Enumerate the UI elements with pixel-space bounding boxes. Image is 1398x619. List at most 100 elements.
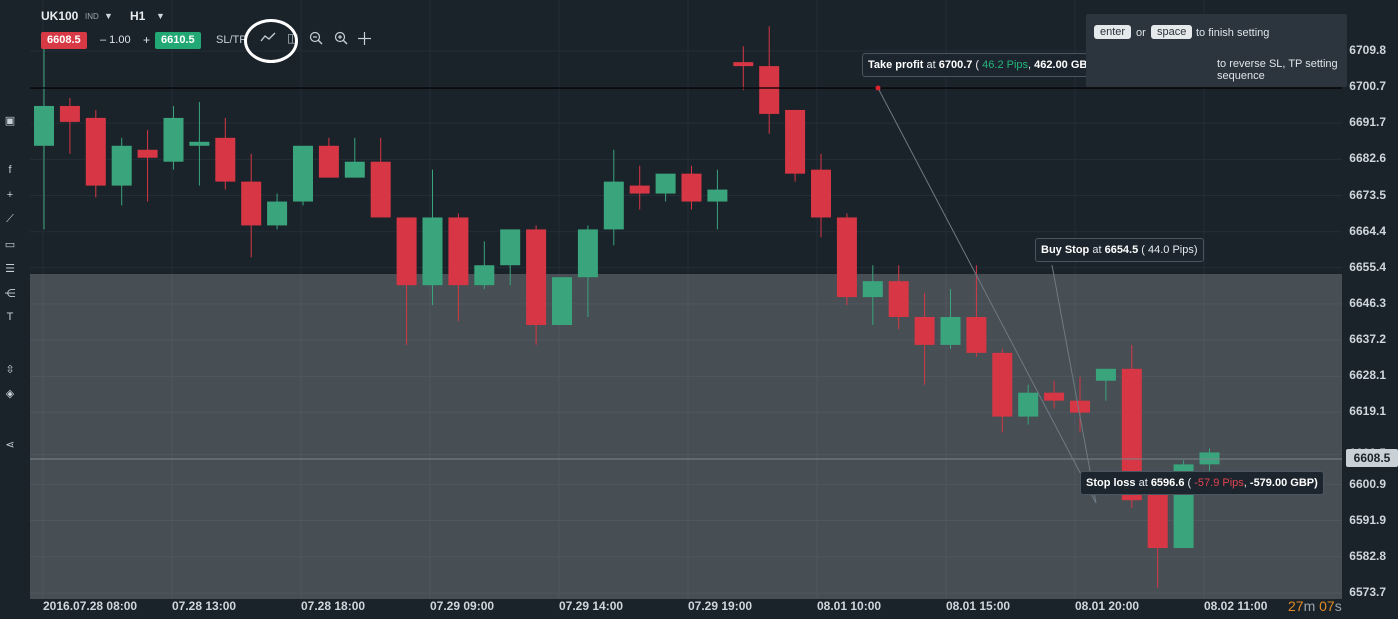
candle-up xyxy=(940,317,961,345)
countdown-seconds: 07 xyxy=(1319,598,1335,614)
candle-up xyxy=(344,161,365,178)
candles xyxy=(34,26,1220,588)
time-label: 07.28 18:00 xyxy=(301,599,366,613)
candle-down xyxy=(759,66,780,114)
candle-up xyxy=(1018,392,1039,417)
countdown-m: m xyxy=(1303,598,1316,614)
price-label: 6619.1 xyxy=(1349,404,1386,419)
time-label: 08.01 10:00 xyxy=(817,599,882,613)
sl-price: 6596.6 xyxy=(1150,477,1185,489)
candle-down xyxy=(836,217,857,298)
drawing-tools-sidebar: ▣ f + ⟋ ▭ ☰ ⋲ T ⇳ ◈ ⋖ xyxy=(0,110,20,470)
sl-label: Stop loss xyxy=(1086,477,1136,489)
candle-up xyxy=(707,189,728,202)
sl-gbp: -579.00 GBP) xyxy=(1249,477,1318,489)
buy-stop-tooltip[interactable]: Buy Stop at 6654.5 ( 44.0 Pips) xyxy=(1035,238,1204,262)
timeframe-label[interactable]: H1 xyxy=(130,9,146,23)
symbol-tag: IND xyxy=(85,12,99,21)
symbol-dropdown-icon[interactable]: ▼ xyxy=(104,11,113,21)
symbol-label[interactable]: UK100 xyxy=(41,9,79,23)
price-label: 6646.3 xyxy=(1349,295,1386,310)
candle-down xyxy=(1147,488,1168,548)
sltp-button[interactable]: SL/TP xyxy=(216,34,247,46)
grid-lines xyxy=(30,0,1342,599)
fibonacci-icon[interactable]: ☰ xyxy=(5,263,15,275)
candle-down xyxy=(629,185,650,194)
price-label: 6709.8 xyxy=(1349,43,1386,57)
function-icon[interactable]: f xyxy=(8,164,12,176)
candle-down xyxy=(733,62,754,67)
candle-down xyxy=(681,173,702,202)
candle-up xyxy=(552,277,572,325)
sell-price-button[interactable]: 6608.5 xyxy=(41,32,87,49)
price-label: 6691.7 xyxy=(1349,115,1386,130)
sltp-hint-panel: enter or space to finish setting to reve… xyxy=(1086,14,1347,87)
crosshair-icon[interactable]: + xyxy=(6,189,14,201)
space-key: space xyxy=(1151,25,1193,39)
candle-up xyxy=(474,265,495,286)
tp-price: 6700.7 xyxy=(938,59,973,71)
bs-label: Buy Stop xyxy=(1041,244,1090,256)
candle-up xyxy=(163,117,184,162)
zoom-in-icon[interactable] xyxy=(334,31,348,48)
tp-comma: , xyxy=(1028,59,1035,71)
timeframe-dropdown-icon[interactable]: ▼ xyxy=(156,11,165,21)
candle-down xyxy=(1121,368,1142,501)
layers-icon[interactable]: ◈ xyxy=(5,388,15,400)
candle-up xyxy=(111,145,132,186)
candle-down xyxy=(888,281,909,318)
candle-down xyxy=(241,181,262,226)
zoom-out-icon[interactable] xyxy=(309,31,323,48)
current-price-tag: 6608.5 xyxy=(1346,449,1398,467)
text-tool-icon[interactable]: T xyxy=(6,311,14,323)
tp-open: ( xyxy=(972,59,983,71)
sl-open: ( xyxy=(1184,477,1195,489)
candle-up xyxy=(267,201,288,226)
pan-move-icon[interactable] xyxy=(357,31,372,49)
tp-label: Take profit xyxy=(868,59,924,71)
price-axis[interactable]: 6709.8 6700.7 6691.7 6682.6 6673.5 6664.4 6655… xyxy=(1340,0,1398,600)
price-label: 6673.5 xyxy=(1349,187,1386,202)
candle-up xyxy=(34,105,54,146)
stop-loss-tooltip[interactable]: Stop loss at 6596.6 ( -57.9 Pips, -579.0… xyxy=(1080,471,1324,495)
candle-up xyxy=(577,229,598,278)
bs-rest: ( 44.0 Pips) xyxy=(1138,244,1198,256)
candle-up xyxy=(1095,368,1116,381)
price-label: 6700.7 xyxy=(1349,79,1386,94)
candlestick-chart[interactable] xyxy=(30,0,1342,600)
candle-up xyxy=(422,217,443,286)
time-label: 08.02 11:00 xyxy=(1204,599,1268,613)
take-profit-tooltip[interactable]: Take profit at 6700.7 ( 46.2 Pips, 462.0… xyxy=(862,53,1108,77)
time-label: 08.01 15:00 xyxy=(946,599,1011,613)
highlight-circle-annotation xyxy=(244,19,298,63)
price-label: 6591.9 xyxy=(1349,512,1386,527)
trend-line-icon[interactable]: ⟋ xyxy=(6,213,14,225)
candle-down xyxy=(85,117,106,186)
candle-down xyxy=(370,161,391,218)
quantity-plus-button[interactable]: + xyxy=(143,33,151,47)
share-icon[interactable]: ⋖ xyxy=(5,439,15,451)
candle-up xyxy=(293,145,313,202)
hint-or: or xyxy=(1136,27,1146,39)
tp-gbp: 462.00 GBP xyxy=(1034,59,1095,71)
candle-down xyxy=(318,145,339,178)
chart-type-icon[interactable]: ▣ xyxy=(4,115,16,127)
quantity-field[interactable]: – 1.00 xyxy=(100,34,131,46)
price-label: 6582.8 xyxy=(1349,548,1386,563)
measure-icon[interactable]: ⇳ xyxy=(5,364,15,376)
candle-down xyxy=(1044,392,1065,401)
pitchfork-icon[interactable]: ⋲ xyxy=(4,288,16,300)
buy-price-button[interactable]: 6610.5 xyxy=(155,32,201,49)
sl-comma: , xyxy=(1243,477,1250,489)
rectangle-tool-icon[interactable]: ▭ xyxy=(4,239,16,251)
candle-down xyxy=(914,317,935,345)
price-label: 6682.6 xyxy=(1349,151,1386,166)
candle-down xyxy=(966,317,987,353)
hint-line1: to finish setting xyxy=(1196,27,1270,39)
candle-down xyxy=(137,149,158,158)
price-label: 6664.4 xyxy=(1349,223,1386,238)
time-label: 07.28 13:00 xyxy=(172,599,237,613)
candle-down xyxy=(785,109,806,174)
time-label: 07.29 14:00 xyxy=(559,599,624,613)
enter-key: enter xyxy=(1094,25,1132,39)
